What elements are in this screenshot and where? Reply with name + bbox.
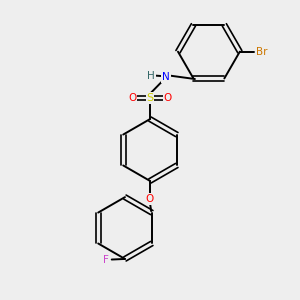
Text: O: O — [128, 93, 136, 103]
Text: Br: Br — [256, 47, 267, 57]
Text: O: O — [146, 194, 154, 204]
Text: F: F — [103, 254, 109, 265]
Text: N: N — [162, 72, 170, 82]
Text: O: O — [164, 93, 172, 103]
Text: S: S — [146, 93, 154, 103]
Text: H: H — [147, 70, 155, 80]
